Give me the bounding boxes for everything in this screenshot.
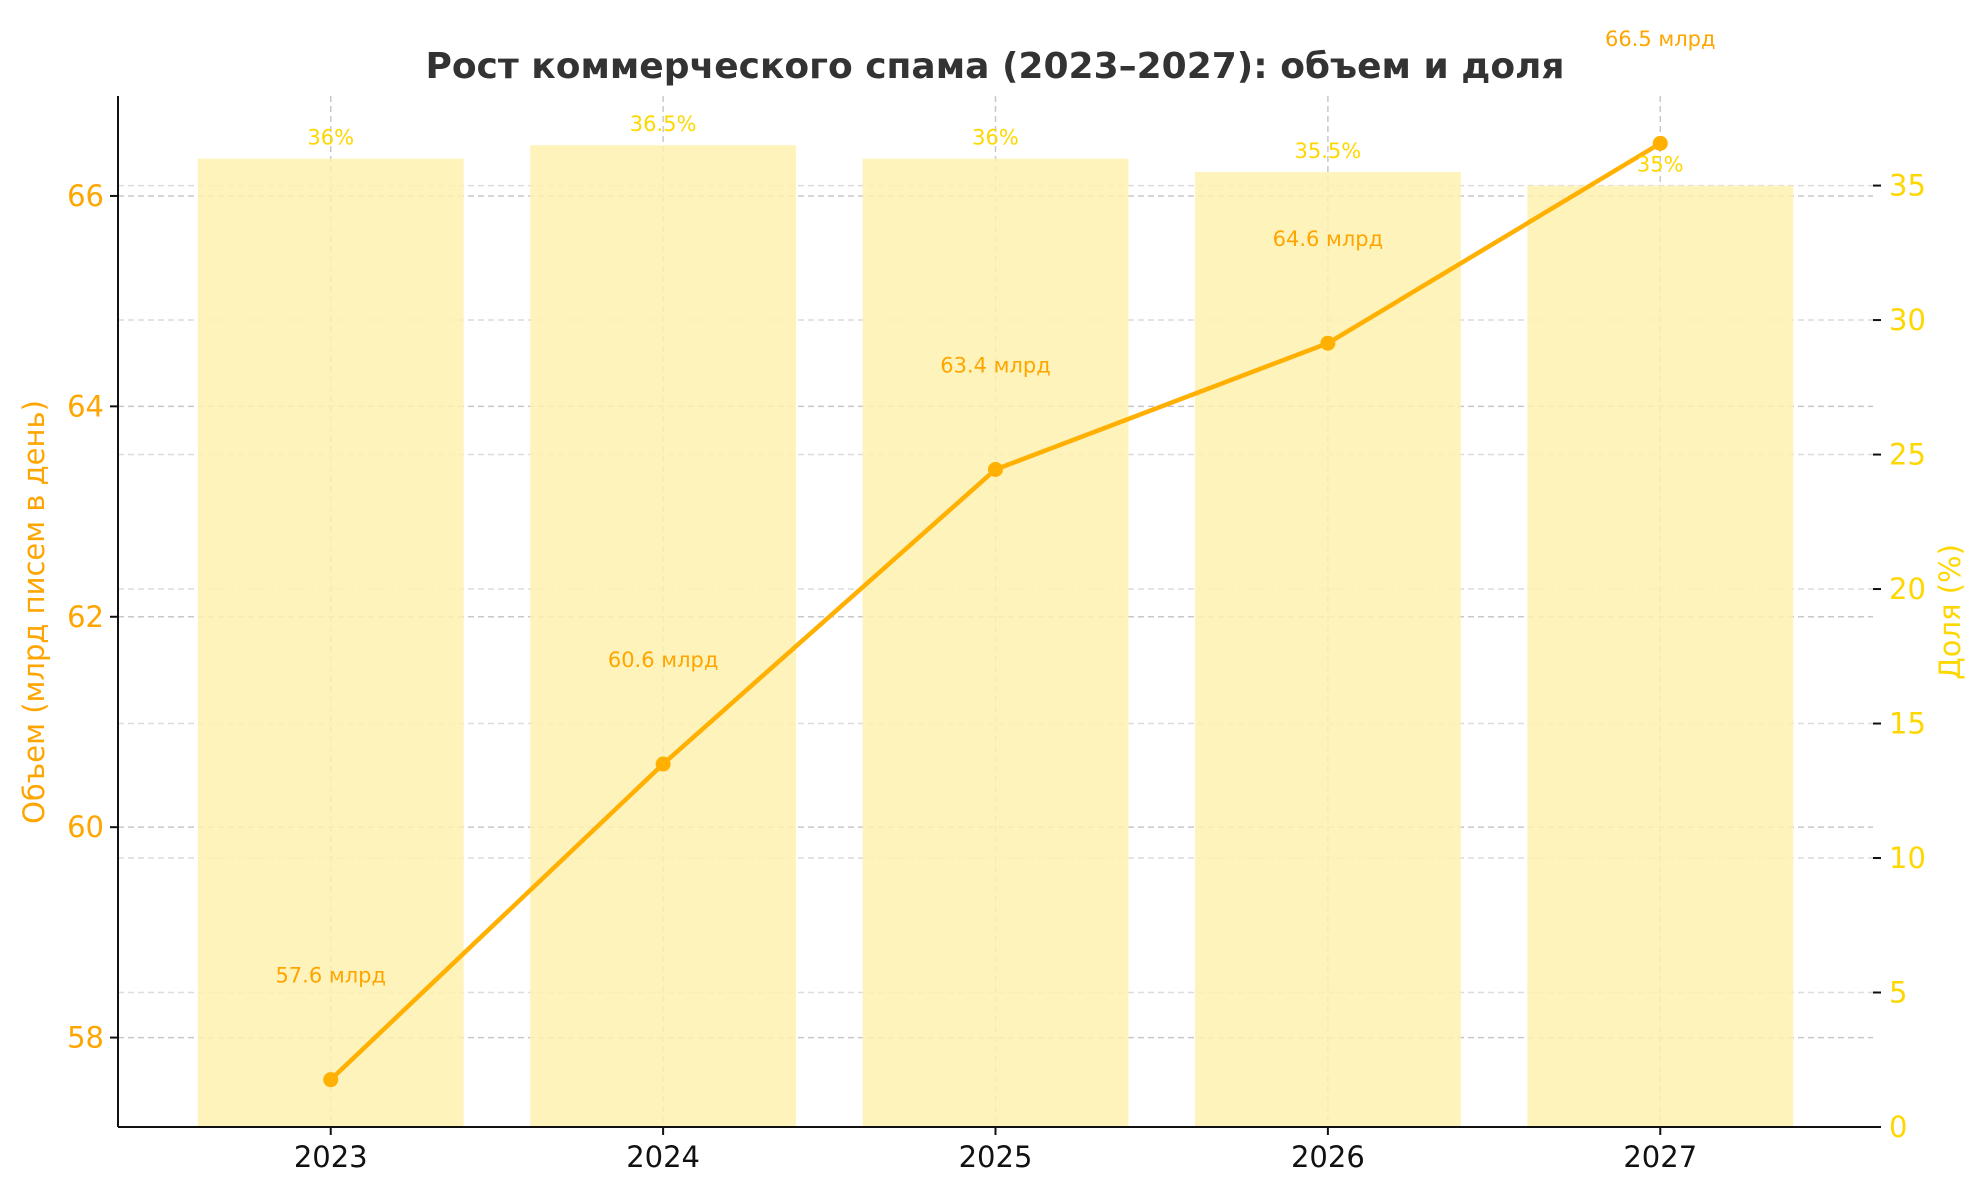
- y-tick-label-right: 35: [1889, 169, 1926, 203]
- y-tick-label-left: 60: [67, 810, 104, 844]
- y-tick-label-left: 66: [67, 179, 104, 213]
- y-tick-label-right: 0: [1889, 1110, 1907, 1144]
- y-axis-label-left: Объем (млрд писем в день): [17, 400, 51, 824]
- y-tick-label-right: 30: [1889, 303, 1926, 337]
- y-tick-label-left: 58: [67, 1021, 104, 1055]
- y-tick-label-right: 25: [1889, 438, 1926, 472]
- volume-label: 63.4 млрд: [940, 353, 1051, 377]
- share-bar: [197, 158, 464, 1128]
- bars: [197, 145, 1794, 1128]
- volume-point: [1652, 135, 1668, 151]
- share-bar: [1527, 185, 1794, 1127]
- share-bar: [1194, 172, 1461, 1127]
- y-tick-label-left: 64: [67, 389, 104, 423]
- y-tick-label-left: 62: [67, 600, 104, 634]
- share-bar: [862, 158, 1129, 1128]
- x-tick-label: 2024: [626, 1140, 700, 1174]
- x-tick-label: 2026: [1291, 1140, 1365, 1174]
- volume-point: [988, 461, 1003, 477]
- x-tick-label: 2025: [959, 1140, 1033, 1174]
- share-label: 35.5%: [1295, 139, 1362, 163]
- share-label: 35%: [1637, 153, 1684, 177]
- share-label: 36%: [972, 126, 1019, 150]
- data-labels: 36% 36.5% 36% 35.5% 35% 57.6 млрд 60.6 млрд 63.…: [275, 27, 1715, 987]
- volume-label: 64.6 млрд: [1273, 227, 1384, 251]
- y-axis-label-right: Доля (%): [1933, 544, 1967, 680]
- share-label: 36%: [307, 126, 354, 150]
- volume-label: 60.6 млрд: [608, 648, 719, 672]
- volume-point: [1320, 335, 1336, 351]
- x-tick-label: 2023: [294, 1140, 368, 1174]
- x-tick-label: 2027: [1623, 1140, 1697, 1174]
- volume-point: [655, 756, 671, 772]
- volume-line: [323, 135, 1668, 1088]
- volume-label: 57.6 млрд: [275, 963, 386, 987]
- y-tick-label-right: 15: [1889, 707, 1926, 741]
- y-tick-label-right: 5: [1889, 976, 1907, 1010]
- y-tick-label-right: 10: [1889, 841, 1926, 875]
- share-label: 36.5%: [630, 112, 697, 136]
- chart-title: Рост коммерческого спама (2023–2027): об…: [425, 46, 1564, 87]
- volume-label: 66.5 млрд: [1605, 27, 1716, 51]
- volume-point: [323, 1072, 339, 1088]
- y-tick-label-right: 20: [1889, 572, 1926, 606]
- share-bar: [530, 145, 797, 1127]
